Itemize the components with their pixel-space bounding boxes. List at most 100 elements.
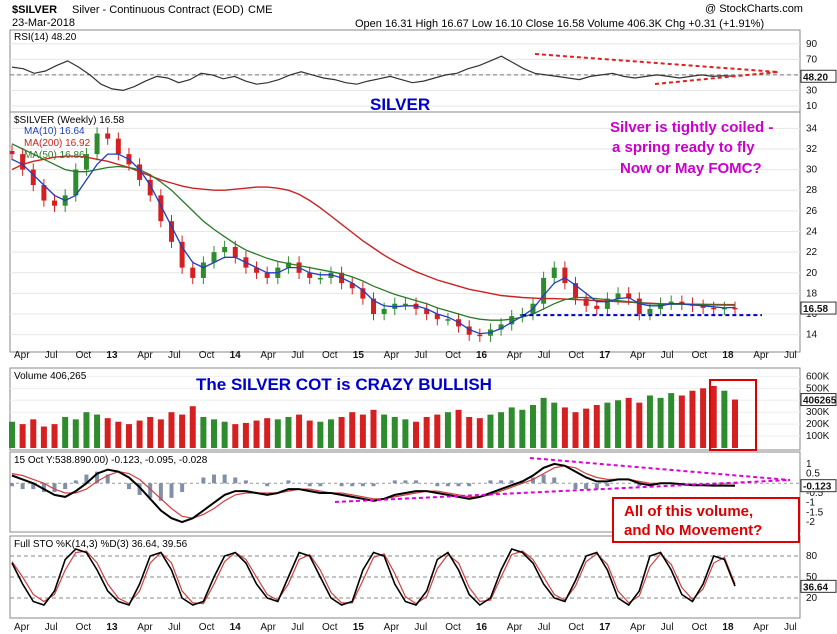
volume-bar	[115, 421, 122, 448]
price-bar	[445, 319, 451, 321]
price-tick-label: 32	[806, 144, 818, 155]
price-badge	[800, 301, 837, 315]
volume-bar	[125, 424, 132, 448]
volume-highlight-box	[709, 379, 757, 451]
price-bar	[573, 283, 579, 299]
price-x-tick-label: 18	[722, 350, 734, 361]
volume-bar	[72, 419, 79, 448]
symbol-label: $SILVER	[12, 4, 57, 16]
price-bar	[477, 334, 483, 337]
volume-bar	[668, 393, 675, 448]
price-bar	[317, 277, 323, 280]
sto-x-tick-label: Jul	[291, 622, 304, 633]
price-bar	[679, 301, 685, 304]
price-bar	[647, 308, 653, 315]
volume-bar	[625, 397, 632, 448]
price-bar	[307, 272, 313, 278]
volume-bar	[540, 397, 547, 448]
price-bar	[20, 154, 26, 170]
date-label: 23-Mar-2018	[12, 17, 75, 29]
price-bar	[381, 308, 387, 315]
volume-tick-label: 200K	[806, 419, 830, 430]
contract-name: Silver - Continuous Contract (EOD)	[72, 4, 244, 16]
volume-bar	[593, 405, 600, 448]
volume-bar	[232, 424, 239, 448]
volume-bar	[306, 420, 313, 448]
annotation-coiled-1: Silver is tightly coiled -	[610, 119, 773, 136]
quote-line: Open 16.31 High 16.67 Low 16.10 Close 16…	[355, 18, 764, 30]
volume-bar	[710, 385, 717, 448]
volume-bar	[94, 414, 101, 448]
price-x-tick-label: Jul	[45, 350, 58, 361]
price-title: $SILVER (Weekly) 16.58	[14, 115, 125, 126]
volume-bar	[157, 419, 164, 448]
sto-x-tick-label: Apr	[507, 622, 523, 633]
price-x-tick-label: Oct	[568, 350, 584, 361]
sto-tick-label: 20	[806, 593, 818, 604]
price-x-tick-label: Apr	[260, 350, 276, 361]
price-x-tick-label: Apr	[507, 350, 523, 361]
annotation-cot: The SILVER COT is CRAZY BULLISH	[196, 375, 492, 394]
volume-bar	[221, 421, 228, 448]
volume-bar	[423, 416, 430, 448]
volume-panel	[9, 367, 801, 451]
volume-bar	[189, 406, 196, 448]
volume-tick-label: 500K	[806, 383, 830, 394]
sto-x-tick-label: Oct	[76, 622, 92, 633]
price-bar	[636, 298, 642, 315]
volume-bar	[476, 418, 483, 448]
price-bar	[211, 252, 217, 263]
price-x-tick-label: Apr	[753, 350, 769, 361]
sto-x-tick-label: Jul	[784, 622, 797, 633]
price-x-tick-label: 17	[599, 350, 611, 361]
price-bar	[73, 169, 79, 196]
sto-x-tick-label: Oct	[692, 622, 708, 633]
price-bar	[434, 314, 440, 320]
price-x-tick-label: 16	[476, 350, 488, 361]
volume-bar	[466, 416, 473, 448]
volume-bar	[391, 416, 398, 448]
volume-bar	[508, 407, 515, 448]
price-bar	[158, 195, 164, 222]
sto-tick-label: 80	[806, 551, 818, 562]
price-bar	[711, 307, 717, 310]
volume-bar	[721, 390, 728, 448]
price-bar	[83, 154, 89, 170]
sto-k-line	[11, 548, 736, 607]
price-x-tick-label: Jul	[291, 350, 304, 361]
volume-bar	[9, 421, 15, 448]
sto-x-tick-label: 16	[476, 622, 488, 633]
price-x-tick-label: 13	[106, 350, 118, 361]
price-bar	[509, 316, 515, 325]
price-tick-label: 20	[806, 268, 818, 279]
volume-bar	[327, 419, 334, 448]
sto-badge	[800, 579, 837, 593]
volume-bar	[253, 420, 260, 448]
volume-bar	[40, 426, 47, 448]
volume-bar	[296, 414, 303, 448]
price-tick-label: 22	[806, 247, 818, 258]
volume-bar	[381, 414, 388, 448]
macd-trendline-upper	[529, 457, 791, 481]
volume-bar	[242, 422, 249, 448]
price-x-tick-label: Apr	[384, 350, 400, 361]
price-bar	[402, 303, 408, 306]
price-x-tick-label: Oct	[322, 350, 338, 361]
price-bar	[583, 298, 589, 306]
volume-bar	[551, 402, 558, 448]
volume-tick-label: 600K	[806, 371, 830, 382]
volume-bar	[636, 402, 643, 448]
price-tick-label: 24	[806, 227, 818, 238]
sto-value-label: 36.64	[803, 582, 828, 593]
volume-tick-label: 100K	[806, 431, 830, 442]
price-bar	[179, 241, 185, 268]
price-bar	[264, 272, 270, 278]
volume-value-label: 406265	[803, 396, 837, 407]
sto-x-tick-label: 13	[106, 622, 118, 633]
ma10-line	[11, 153, 736, 335]
price-bar	[168, 221, 174, 242]
sto-x-tick-label: Oct	[322, 622, 338, 633]
volume-bar	[370, 409, 377, 448]
volume-bar	[402, 419, 409, 448]
